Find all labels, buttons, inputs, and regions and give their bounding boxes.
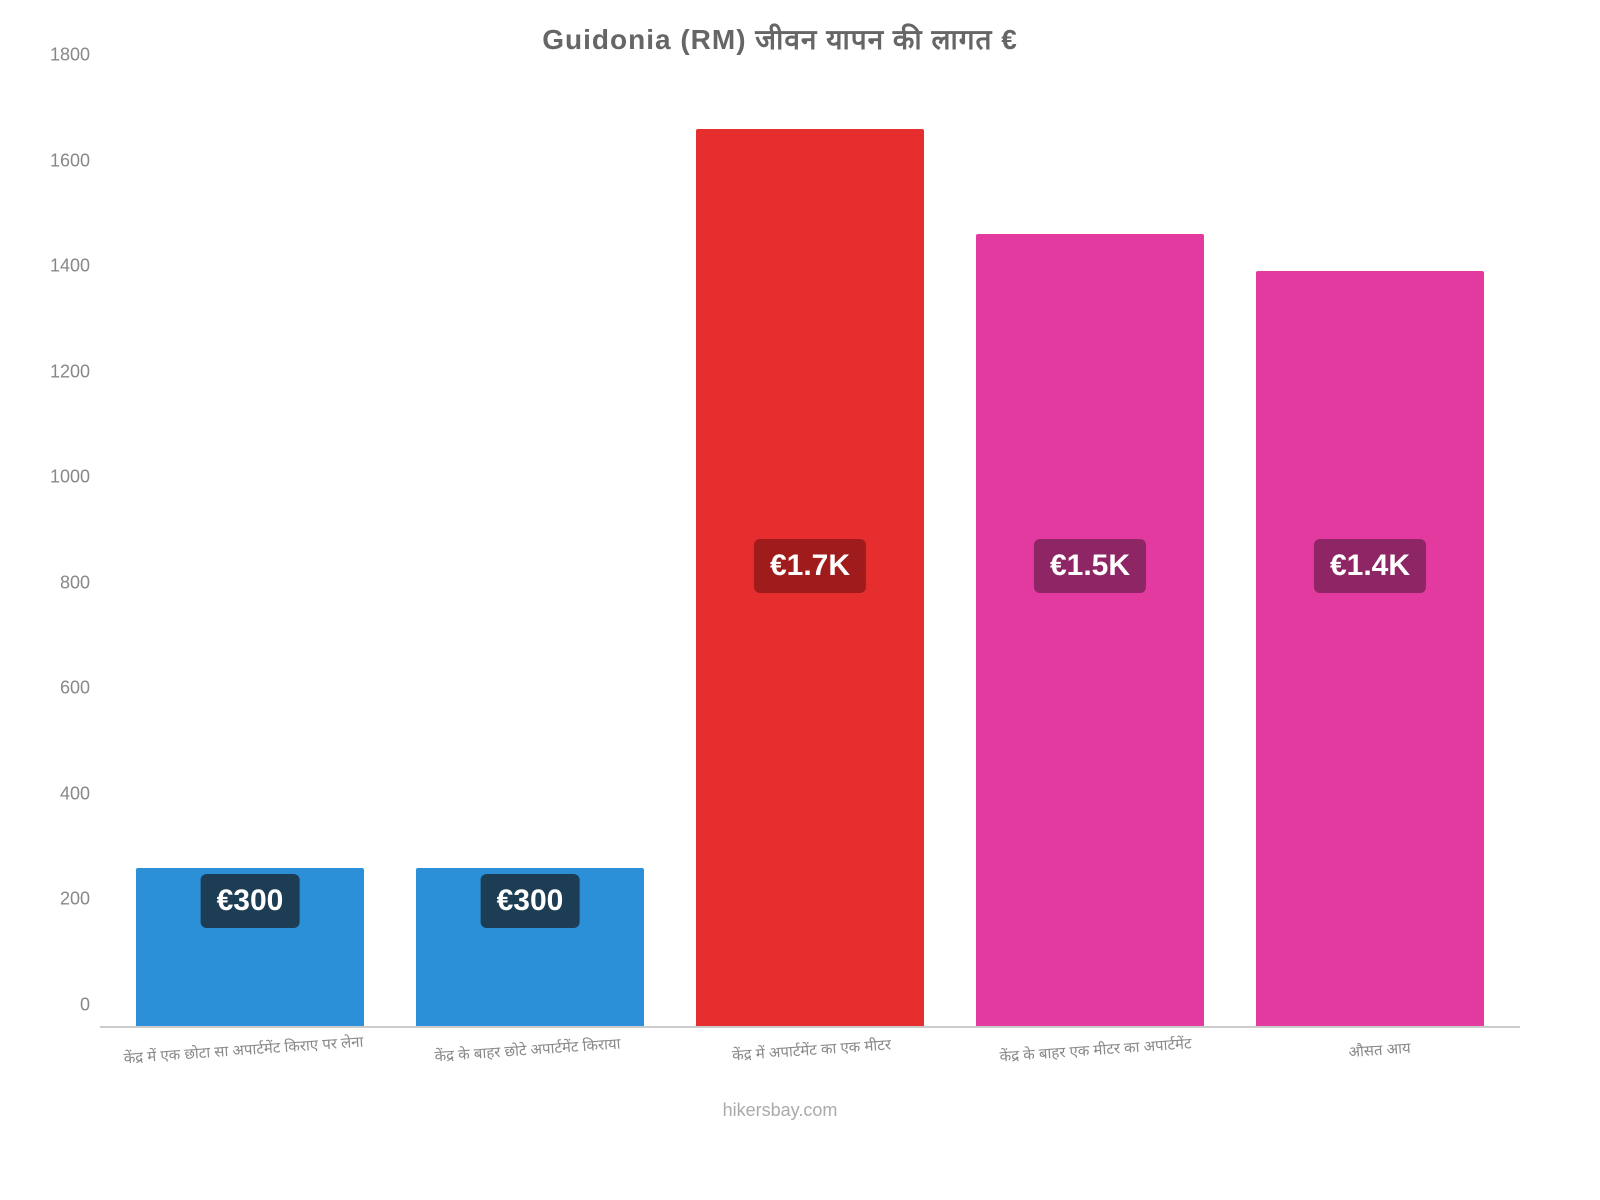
bar: €1.7K — [696, 129, 925, 1026]
y-tick: 800 — [30, 572, 90, 593]
x-axis-labels: केंद्र में एक छोटा सा अपार्टमेंट किराए प… — [100, 1028, 1520, 1060]
y-tick: 1000 — [30, 467, 90, 488]
y-tick: 1200 — [30, 361, 90, 382]
bar: €1.5K — [976, 234, 1205, 1026]
bar-slot: €1.7K — [670, 129, 950, 1026]
y-tick: 600 — [30, 678, 90, 699]
value-badge: €1.7K — [754, 539, 866, 593]
value-badge: €1.4K — [1314, 539, 1426, 593]
chart-footer: hikersbay.com — [20, 1100, 1540, 1121]
y-tick: 400 — [30, 783, 90, 804]
bar-slot: €300 — [110, 868, 390, 1026]
y-tick: 1800 — [30, 45, 90, 66]
value-badge: €1.5K — [1034, 539, 1146, 593]
y-tick: 0 — [30, 995, 90, 1016]
bar-slot: €300 — [390, 868, 670, 1026]
bar: €300 — [416, 868, 645, 1026]
cost-of-living-chart: Guidonia (RM) जीवन यापन की लागत € 020040… — [20, 20, 1540, 1140]
y-tick: 1400 — [30, 256, 90, 277]
plot-area: 020040060080010001200140016001800 €300€3… — [100, 78, 1520, 1028]
y-tick: 200 — [30, 889, 90, 910]
bar: €1.4K — [1256, 271, 1485, 1026]
bar-slot: €1.4K — [1230, 271, 1510, 1026]
y-tick: 1600 — [30, 150, 90, 171]
value-badge: €300 — [201, 874, 300, 928]
bar-slot: €1.5K — [950, 234, 1230, 1026]
bar: €300 — [136, 868, 365, 1026]
value-badge: €300 — [481, 874, 580, 928]
bars-container: €300 €300 €1.7K €1.5K €1.4K — [100, 78, 1520, 1026]
chart-title: Guidonia (RM) जीवन यापन की लागत € — [20, 20, 1540, 58]
